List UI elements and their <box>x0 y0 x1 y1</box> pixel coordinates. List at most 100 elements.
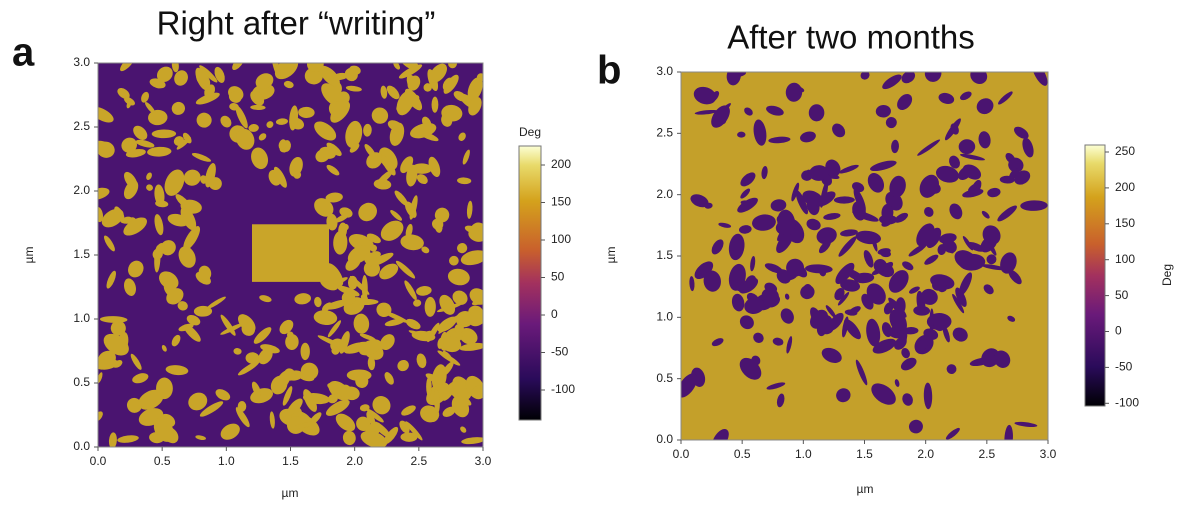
domain <box>405 421 423 441</box>
colorbar-tick-label: 200 <box>551 157 571 171</box>
x-tick-label: 1.0 <box>218 454 235 468</box>
domain <box>1005 152 1016 164</box>
domain <box>457 177 472 185</box>
domain <box>770 199 787 212</box>
domain <box>848 306 861 315</box>
domain <box>220 423 240 440</box>
domain <box>997 205 1017 222</box>
domain <box>206 296 226 310</box>
domain <box>455 311 474 328</box>
domain <box>457 243 468 254</box>
domain <box>467 77 483 101</box>
domain <box>406 74 417 90</box>
y-tick-label: 1.5 <box>656 248 673 262</box>
x-tick-label: 3.0 <box>475 454 492 468</box>
domain <box>416 286 432 296</box>
domain <box>433 388 440 413</box>
domain <box>888 297 907 318</box>
domain <box>124 278 136 296</box>
domain <box>404 280 417 300</box>
domain <box>177 301 188 311</box>
domain <box>763 294 780 308</box>
x-tick-label: 2.0 <box>917 447 934 461</box>
domain <box>157 243 166 252</box>
domain <box>146 184 153 191</box>
domain <box>800 131 816 143</box>
domain <box>220 322 245 335</box>
domain <box>164 169 185 196</box>
domain <box>342 430 356 446</box>
domain <box>737 131 746 138</box>
domain <box>955 287 967 307</box>
domain <box>426 376 432 397</box>
panel-letter: b <box>597 49 621 93</box>
domain <box>690 194 709 208</box>
domain <box>259 295 272 303</box>
domain <box>404 88 423 111</box>
domain <box>958 272 973 296</box>
domain <box>339 331 350 354</box>
domain <box>784 293 790 300</box>
x-tick-label: 3.0 <box>1040 447 1057 461</box>
domain <box>768 136 791 144</box>
domain <box>358 339 382 356</box>
domain <box>423 83 432 92</box>
domain <box>395 260 416 279</box>
domain <box>339 384 353 400</box>
domain <box>838 164 859 174</box>
domain <box>98 206 104 223</box>
domain <box>877 248 891 255</box>
domain <box>870 160 897 172</box>
domain <box>171 101 185 115</box>
domain <box>970 72 988 85</box>
domain <box>353 313 370 334</box>
domain <box>298 106 315 118</box>
domain <box>371 107 389 124</box>
domain <box>744 107 753 116</box>
domain <box>335 213 350 223</box>
domain <box>397 359 409 372</box>
domain <box>1014 421 1038 428</box>
domain <box>380 220 404 241</box>
domain <box>196 112 212 128</box>
domain <box>924 207 934 217</box>
domain <box>405 318 421 330</box>
domain <box>420 405 439 423</box>
domain <box>215 389 231 401</box>
domain <box>844 319 861 340</box>
domain <box>860 72 870 80</box>
domain <box>795 190 809 215</box>
domain <box>379 263 399 280</box>
domain <box>325 299 349 310</box>
colorbar-tick-label: -50 <box>551 345 569 359</box>
domain <box>355 374 369 389</box>
domain <box>938 92 955 104</box>
domain <box>386 85 400 100</box>
domain <box>416 174 428 185</box>
domain <box>872 338 897 354</box>
domain <box>901 72 916 84</box>
domain <box>772 337 784 346</box>
colorbar-tick-label: 150 <box>551 195 571 209</box>
domain <box>302 393 330 405</box>
domain <box>871 383 896 405</box>
domain <box>361 275 368 301</box>
y-tick-label: 0.0 <box>73 439 90 453</box>
domain <box>160 413 176 427</box>
domain <box>740 172 756 187</box>
domain <box>810 309 829 329</box>
domain <box>1004 424 1013 440</box>
domain <box>258 133 267 141</box>
x-tick-label: 2.0 <box>346 454 363 468</box>
y-tick-label: 3.0 <box>656 64 673 78</box>
domain <box>245 352 260 364</box>
colorbar-tick-label: 50 <box>1115 288 1129 302</box>
domain <box>939 233 957 244</box>
domain <box>439 294 456 315</box>
domain <box>180 206 197 231</box>
domain <box>883 302 894 315</box>
domain <box>314 296 322 308</box>
domain <box>942 325 950 343</box>
domain <box>838 236 857 257</box>
domain <box>924 72 942 82</box>
